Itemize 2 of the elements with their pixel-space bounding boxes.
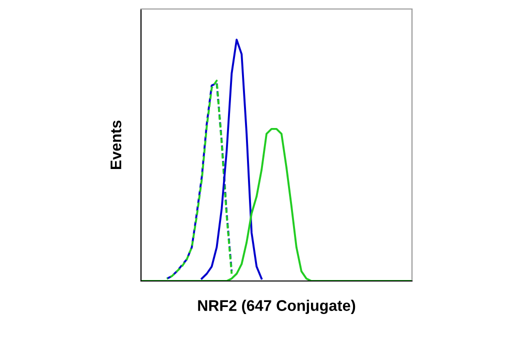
x-axis-title: NRF2 (647 Conjugate) bbox=[198, 300, 356, 314]
y-axis-title: Events bbox=[110, 120, 122, 170]
